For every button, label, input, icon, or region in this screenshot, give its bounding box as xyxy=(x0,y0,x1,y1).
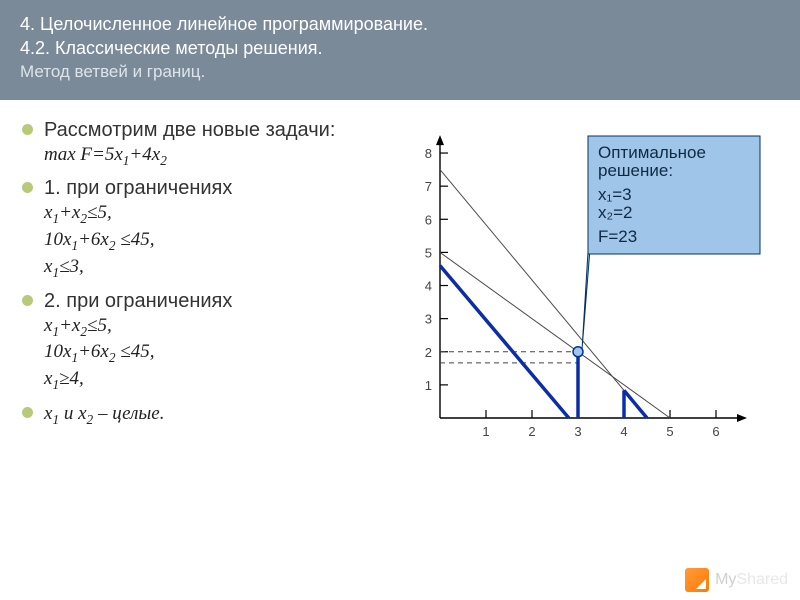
svg-text:2: 2 xyxy=(425,344,432,359)
svg-text:5: 5 xyxy=(666,424,673,439)
header-line-3: Метод ветвей и границ. xyxy=(20,61,780,84)
slide: 4. Целочисленное линейное программирован… xyxy=(0,0,800,600)
svg-text:x₂=2: x₂=2 xyxy=(598,203,632,222)
chart-container: 1 2 3 4 5 6 1 2 3 4 5 6 7 8 Оптимальноерешение: x₁=3x₂=… xyxy=(380,118,790,503)
svg-text:Оптимальное: Оптимальное xyxy=(598,143,706,162)
bullet-4-math: x1 и x2 – целые. xyxy=(44,403,164,424)
slide-header: 4. Целочисленное линейное программирован… xyxy=(0,0,800,100)
svg-text:3: 3 xyxy=(425,311,432,326)
svg-text:решение:: решение: xyxy=(598,161,673,180)
svg-text:1: 1 xyxy=(425,377,432,392)
logo-icon xyxy=(685,568,709,592)
svg-text:8: 8 xyxy=(425,146,432,161)
header-line-1: 4. Целочисленное линейное программирован… xyxy=(20,12,780,36)
svg-text:6: 6 xyxy=(712,424,719,439)
svg-text:1: 1 xyxy=(482,424,489,439)
svg-text:x₁=3: x₁=3 xyxy=(598,185,632,204)
bullet-1: Рассмотрим две новые задачи: max F=5x1+4… xyxy=(20,118,380,169)
header-line-2: 4.2. Классические методы решения. xyxy=(20,36,780,60)
bullet-list: Рассмотрим две новые задачи: max F=5x1+4… xyxy=(20,118,380,503)
bullet-3: 2. при ограничениях x1+x2≤5,10x1+6x2 ≤45… xyxy=(20,289,380,393)
bullet-2: 1. при ограничениях x1+x2≤5,10x1+6x2 ≤45… xyxy=(20,176,380,280)
bullet-4: x1 и x2 – целые. xyxy=(20,401,380,428)
svg-text:6: 6 xyxy=(425,212,432,227)
bullet-1-math: max F=5x1+4x2 xyxy=(44,144,167,165)
svg-text:4: 4 xyxy=(620,424,627,439)
slide-body: Рассмотрим две новые задачи: max F=5x1+4… xyxy=(0,100,800,513)
svg-text:F=23: F=23 xyxy=(598,227,637,246)
bullet-2-math: x1+x2≤5,10x1+6x2 ≤45,x1≤3, xyxy=(44,202,154,277)
svg-text:7: 7 xyxy=(425,179,432,194)
svg-text:4: 4 xyxy=(425,278,432,293)
footer-logo: MyShared xyxy=(685,568,788,592)
bullet-2-text: 1. при ограничениях xyxy=(44,177,232,199)
svg-text:5: 5 xyxy=(425,245,432,260)
chart-svg: 1 2 3 4 5 6 1 2 3 4 5 6 7 8 Оптимальноерешение: x₁=3x₂=… xyxy=(380,118,780,498)
bullet-1-text: Рассмотрим две новые задачи: xyxy=(44,119,335,141)
bullet-3-math: x1+x2≤5,10x1+6x2 ≤45,x1≥4, xyxy=(44,315,154,390)
footer-brand: MyShared xyxy=(715,571,788,589)
bullet-3-text: 2. при ограничениях xyxy=(44,290,232,312)
svg-text:3: 3 xyxy=(574,424,581,439)
svg-text:2: 2 xyxy=(528,424,535,439)
